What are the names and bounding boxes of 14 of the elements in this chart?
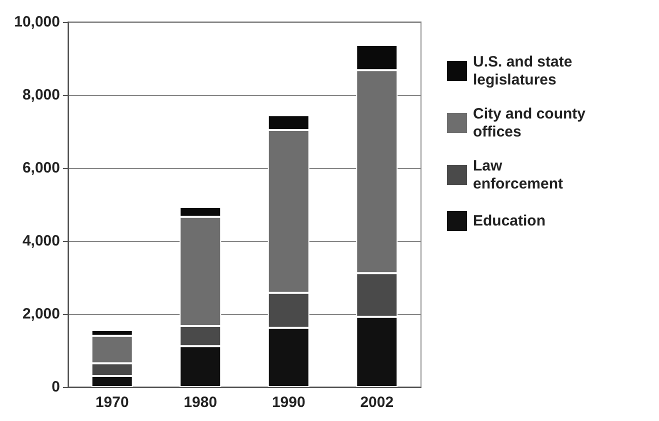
legend-label: Education bbox=[473, 212, 546, 230]
y-tick-label: 0 bbox=[52, 378, 60, 396]
legend-label: City and county offices bbox=[473, 106, 590, 140]
x-tick-label: 2002 bbox=[360, 394, 394, 411]
y-tick-label: 10,000 bbox=[14, 14, 60, 30]
x-tick-label: 1990 bbox=[272, 394, 306, 411]
legend-label: U.S. and state legislatures bbox=[473, 54, 576, 88]
y-tick-label: 2,000 bbox=[22, 306, 60, 322]
y-tick-label: 4,000 bbox=[22, 232, 60, 250]
x-tick-label: 1980 bbox=[184, 394, 218, 411]
y-tick-label: 8,000 bbox=[22, 86, 60, 104]
x-tick-label: 1970 bbox=[95, 394, 129, 411]
y-tick-label: 6,000 bbox=[22, 160, 60, 176]
legend-label: Law enforcement bbox=[473, 158, 564, 192]
